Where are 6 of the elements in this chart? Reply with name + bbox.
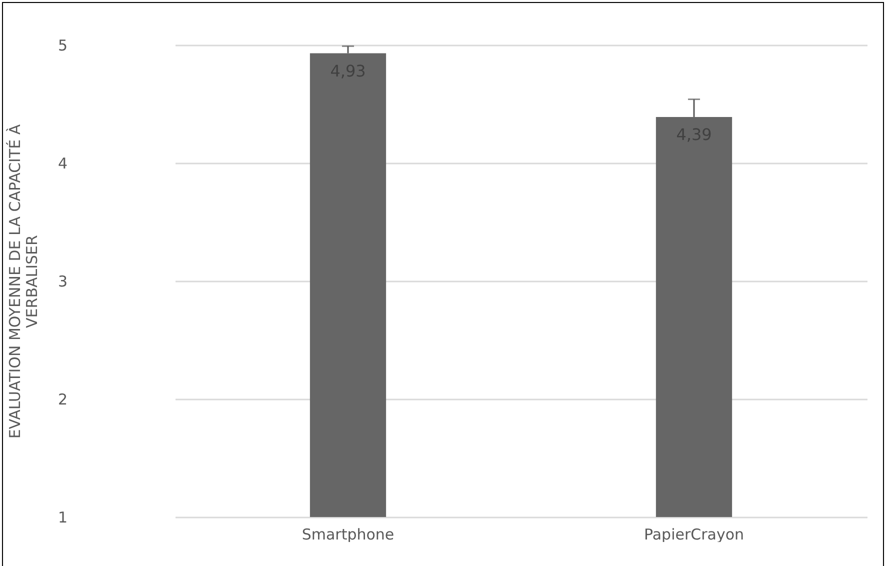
y-tick-label: 1 (58, 508, 68, 526)
y-tick-label: 2 (58, 390, 68, 408)
y-tick-label: 4 (58, 154, 68, 172)
y-tick-label: 3 (58, 272, 68, 290)
y-tick-label: 5 (58, 36, 68, 54)
y-axis-title: EVALUATION MOYENNE DE LA CAPACITÉ À VERBALISER (6, 124, 41, 439)
